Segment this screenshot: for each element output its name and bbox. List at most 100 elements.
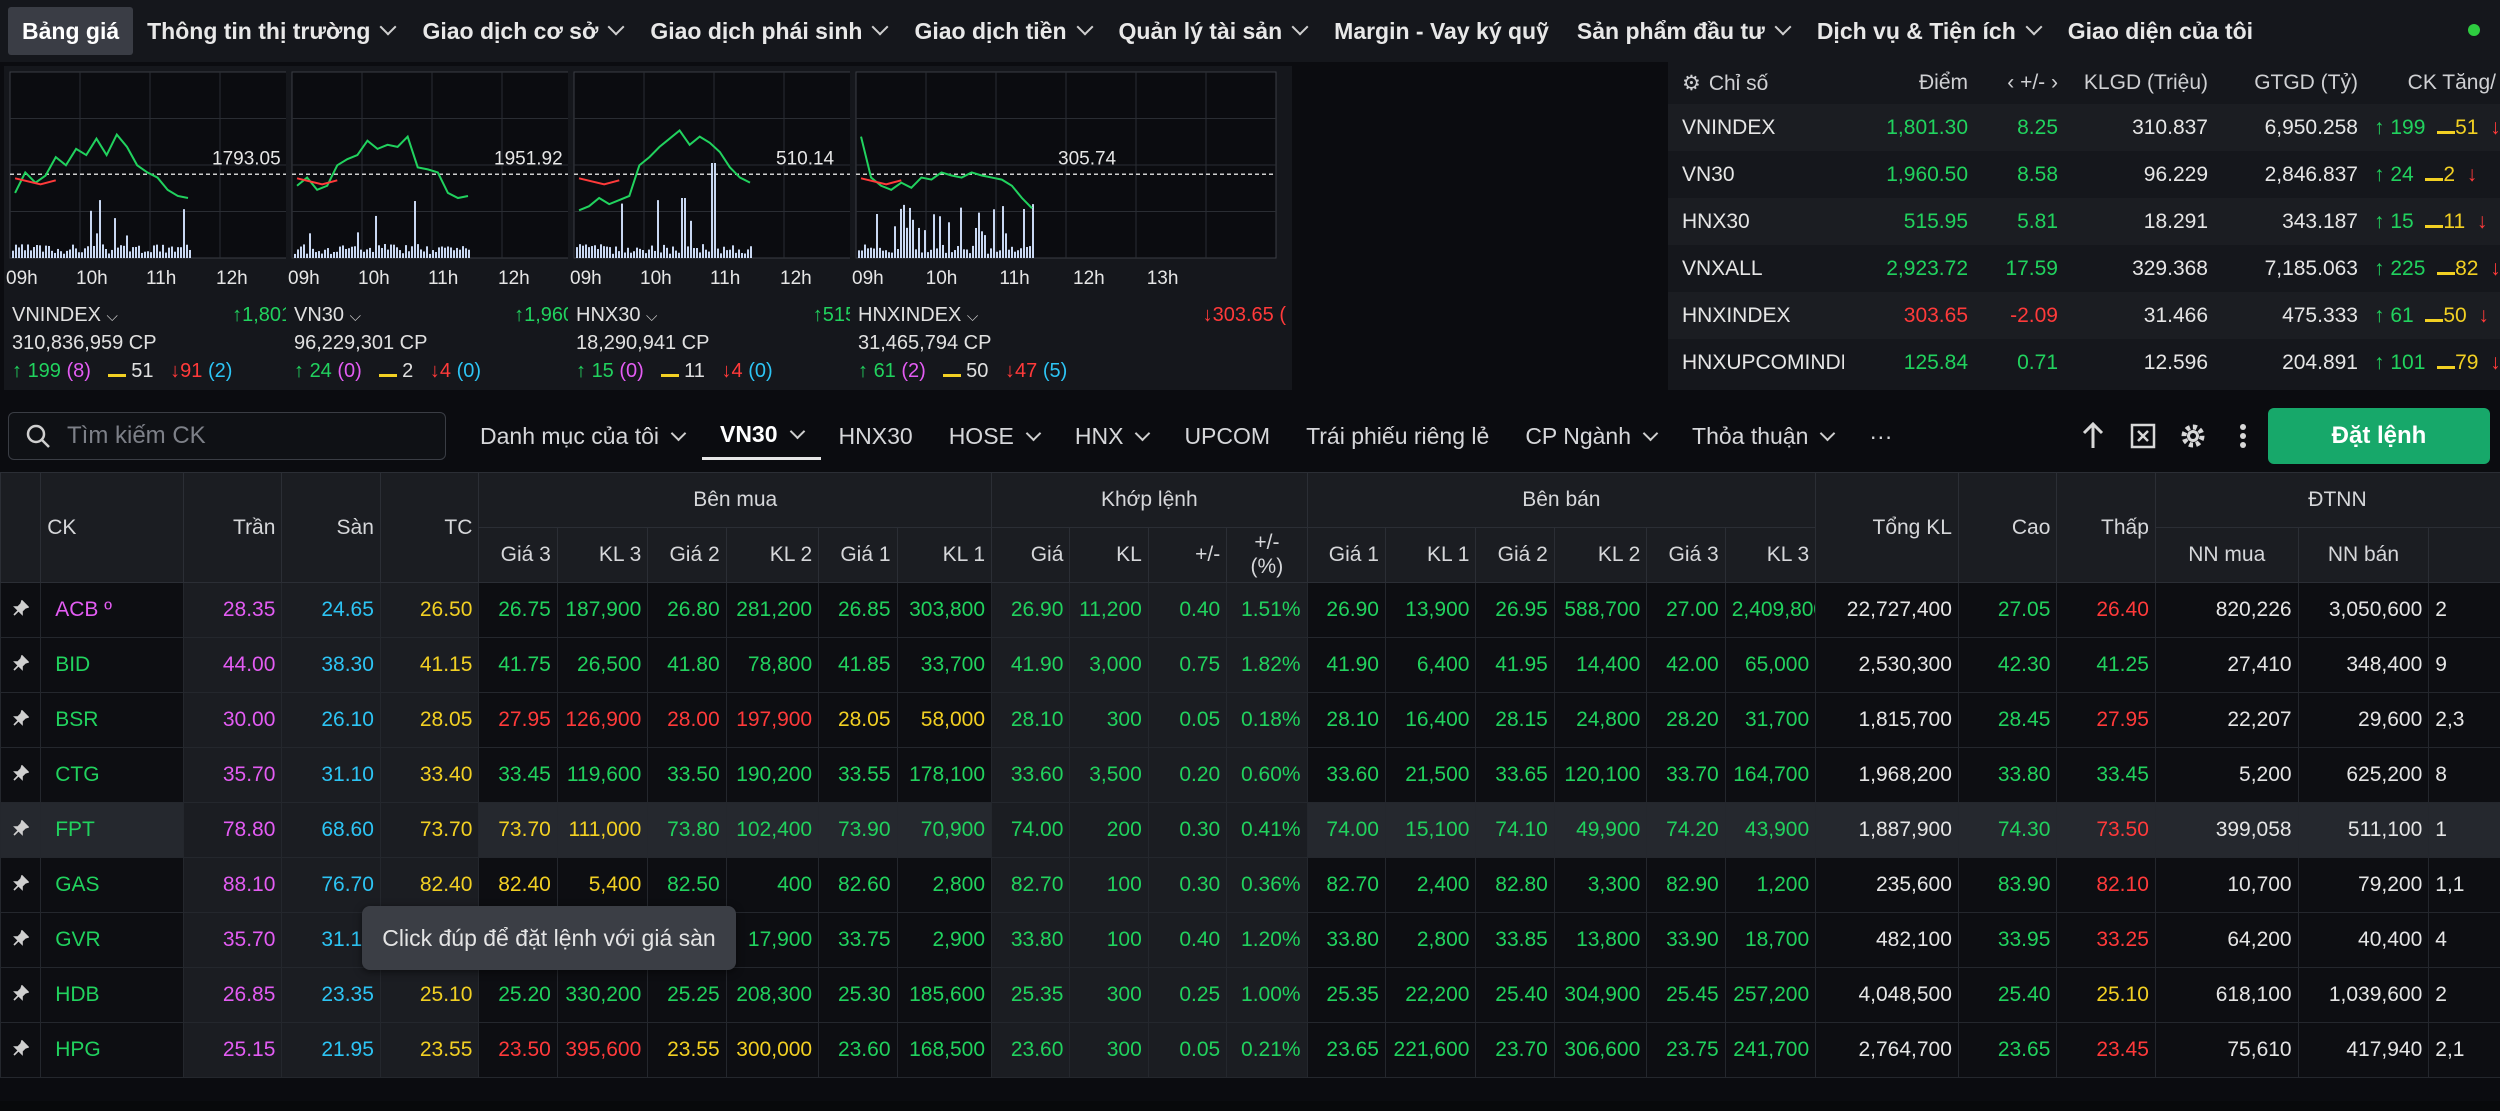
cell-sv2[interactable]: 120,100 xyxy=(1553,747,1648,803)
cell-ceiling[interactable]: 78.80 xyxy=(182,802,283,858)
cell-bv3[interactable]: 5,400 xyxy=(556,857,649,913)
cell-bp3[interactable]: 73.70 xyxy=(478,802,558,858)
cell-mpct[interactable]: 0.21% xyxy=(1226,1022,1308,1078)
cell-mp[interactable]: 41.90 xyxy=(991,637,1071,693)
cell-sv3[interactable]: 164,700 xyxy=(1724,747,1817,803)
cell-floor[interactable]: 68.60 xyxy=(281,802,381,858)
col-sv1[interactable]: KL 1 xyxy=(1384,527,1477,583)
cell-ceiling[interactable]: 25.15 xyxy=(182,1022,283,1078)
table-row[interactable]: ACB º 28.35 24.65 26.50 26.75 187,900 26.80 281… xyxy=(0,582,2500,638)
cell-sp1[interactable]: 74.00 xyxy=(1306,802,1386,858)
col-mp[interactable]: Giá xyxy=(991,527,1071,583)
cell-sp3[interactable]: 33.90 xyxy=(1646,912,1726,968)
cell-sp1[interactable]: 23.65 xyxy=(1306,1022,1386,1078)
cell-mp[interactable]: 25.35 xyxy=(991,967,1071,1023)
col-sp2[interactable]: Giá 2 xyxy=(1475,527,1555,583)
cell-sp2[interactable]: 33.65 xyxy=(1475,747,1555,803)
cell-sv1[interactable]: 6,400 xyxy=(1384,637,1477,693)
cell-sp3[interactable]: 82.90 xyxy=(1646,857,1726,913)
search-box[interactable] xyxy=(8,412,446,460)
col-sv2[interactable]: KL 2 xyxy=(1553,527,1648,583)
pin-icon[interactable] xyxy=(0,747,42,803)
pin-icon[interactable] xyxy=(0,802,42,858)
col-low[interactable]: Thấp xyxy=(2056,472,2156,583)
tab-9[interactable]: ··· xyxy=(1851,412,1910,460)
table-row[interactable]: BID 44.00 38.30 41.15 41.75 26,500 41.80 78,800… xyxy=(0,637,2500,693)
settings-icon[interactable] xyxy=(2168,412,2218,460)
more-vertical-icon[interactable] xyxy=(2218,412,2268,460)
table-row[interactable]: CTG 35.70 31.10 33.40 33.45 119,600 33.50 190,2… xyxy=(0,747,2500,803)
pin-icon[interactable] xyxy=(0,692,42,748)
cell-mp[interactable]: 26.90 xyxy=(991,582,1071,638)
cell-sp1[interactable]: 33.80 xyxy=(1306,912,1386,968)
cell-floor[interactable]: 31.10 xyxy=(281,747,381,803)
tab-4[interactable]: HNX xyxy=(1057,412,1167,460)
cell-ref[interactable]: 26.50 xyxy=(379,582,480,638)
pin-icon[interactable] xyxy=(0,857,42,913)
cell-symbol[interactable]: GVR xyxy=(40,912,184,968)
cell-ceiling[interactable]: 35.70 xyxy=(182,912,283,968)
cell-bv3[interactable]: 111,000 xyxy=(556,802,649,858)
cell-mc[interactable]: 0.40 xyxy=(1147,912,1228,968)
cell-mv[interactable]: 300 xyxy=(1069,967,1149,1023)
nav-item-4[interactable]: Giao dịch tiền xyxy=(900,7,1104,55)
col-mv[interactable]: KL xyxy=(1069,527,1149,583)
cell-mc[interactable]: 0.20 xyxy=(1147,747,1228,803)
col-mc[interactable]: +/- xyxy=(1147,527,1228,583)
cell-bp2[interactable]: 25.25 xyxy=(647,967,727,1023)
cell-bp3[interactable]: 41.75 xyxy=(478,637,558,693)
nav-item-1[interactable]: Thông tin thị trường xyxy=(133,7,408,55)
cell-sv2[interactable]: 306,600 xyxy=(1553,1022,1648,1078)
cell-bp1[interactable]: 28.05 xyxy=(818,692,898,748)
cell-floor[interactable]: 26.10 xyxy=(281,692,381,748)
cell-mv[interactable]: 100 xyxy=(1069,912,1149,968)
cell-mv[interactable]: 200 xyxy=(1069,802,1149,858)
cell-mpct[interactable]: 0.60% xyxy=(1226,747,1308,803)
cell-mpct[interactable]: 1.51% xyxy=(1226,582,1308,638)
cell-mc[interactable]: 0.05 xyxy=(1147,1022,1228,1078)
cell-ref[interactable]: 73.70 xyxy=(379,802,480,858)
cell-bv2[interactable]: 208,300 xyxy=(725,967,820,1023)
cell-bv1[interactable]: 2,800 xyxy=(896,857,993,913)
cell-sv3[interactable]: 241,700 xyxy=(1724,1022,1817,1078)
cell-sp1[interactable]: 26.90 xyxy=(1306,582,1386,638)
table-row[interactable]: BSR 30.00 26.10 28.05 27.95 126,900 28.00 197,9… xyxy=(0,692,2500,748)
cell-bp1[interactable]: 23.60 xyxy=(818,1022,898,1078)
cell-bv1[interactable]: 70,900 xyxy=(896,802,993,858)
cell-sv2[interactable]: 24,800 xyxy=(1553,692,1648,748)
cell-sv3[interactable]: 257,200 xyxy=(1724,967,1817,1023)
cell-floor[interactable]: 76.70 xyxy=(281,857,381,913)
cell-sp1[interactable]: 28.10 xyxy=(1306,692,1386,748)
cell-sp1[interactable]: 33.60 xyxy=(1306,747,1386,803)
cell-mc[interactable]: 0.25 xyxy=(1147,967,1228,1023)
cell-floor[interactable]: 23.35 xyxy=(281,967,381,1023)
cell-ref[interactable]: 25.10 xyxy=(379,967,480,1023)
cell-bv3[interactable]: 119,600 xyxy=(556,747,649,803)
nav-item-5[interactable]: Quản lý tài sản xyxy=(1105,7,1321,55)
cell-sp2[interactable]: 33.85 xyxy=(1475,912,1555,968)
table-row[interactable]: HPG 25.15 21.95 23.55 23.50 395,600 23.55 300,0… xyxy=(0,1022,2500,1078)
col-symbol[interactable]: CK xyxy=(40,472,184,583)
cell-bv3[interactable]: 126,900 xyxy=(556,692,649,748)
cell-bv1[interactable]: 303,800 xyxy=(896,582,993,638)
cell-bp2[interactable]: 23.55 xyxy=(647,1022,727,1078)
index-row[interactable]: HNXINDEX 303.65 -2.09 31.466 475.333 ↑ 61 50 … xyxy=(1668,292,2500,339)
cell-bp3[interactable]: 23.50 xyxy=(478,1022,558,1078)
cell-sv1[interactable]: 2,800 xyxy=(1384,912,1477,968)
cell-mp[interactable]: 23.60 xyxy=(991,1022,1071,1078)
cell-sp2[interactable]: 28.15 xyxy=(1475,692,1555,748)
cell-sv2[interactable]: 3,300 xyxy=(1553,857,1648,913)
cell-sv2[interactable]: 13,800 xyxy=(1553,912,1648,968)
cell-bp2[interactable]: 33.50 xyxy=(647,747,727,803)
cell-sv1[interactable]: 16,400 xyxy=(1384,692,1477,748)
cell-ref[interactable]: 33.40 xyxy=(379,747,480,803)
cell-bv2[interactable]: 300,000 xyxy=(725,1022,820,1078)
col-sp3[interactable]: Giá 3 xyxy=(1646,527,1726,583)
cell-bv2[interactable]: 197,900 xyxy=(725,692,820,748)
cell-symbol[interactable]: HDB xyxy=(40,967,184,1023)
cell-sp1[interactable]: 82.70 xyxy=(1306,857,1386,913)
cell-bp1[interactable]: 73.90 xyxy=(818,802,898,858)
cell-mp[interactable]: 74.00 xyxy=(991,802,1071,858)
cell-sv1[interactable]: 2,400 xyxy=(1384,857,1477,913)
cell-mp[interactable]: 28.10 xyxy=(991,692,1071,748)
